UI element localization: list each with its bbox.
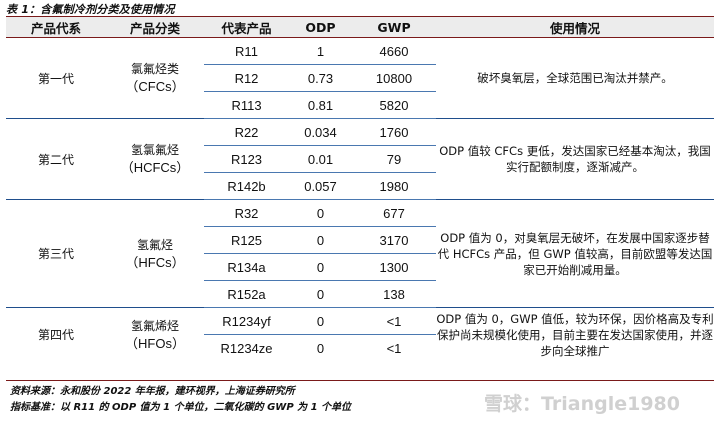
odp-value: 0.034 [289,118,352,146]
top-rule [6,16,714,17]
table-row: R125 0 3170 [6,226,714,254]
product-code: R1234yf [204,307,289,335]
class-abbr: （HCFCs） [120,160,190,175]
odp-value: 0 [289,307,352,335]
gwp-value: 79 [352,145,436,173]
odp-value: 0.01 [289,145,352,173]
table-row: R134a 0 1300 [6,253,714,281]
table-row: 第四代 氢氟烯烃 （HFOs） R1234yf 0 <1 ODP 值为 0，GWP 值低，较… [6,307,714,358]
table-row: R152a 0 138 [6,280,714,308]
odp-value: 1 [289,37,352,65]
table-row: R12 0.73 10800 [6,64,714,92]
odp-value: 0.73 [289,64,352,92]
header-odp: ODP [289,17,352,38]
gwp-value: 3170 [352,226,436,254]
gwp-value: 1300 [352,253,436,281]
table-row: R113 0.81 5820 [6,91,714,119]
class-abbr: （HFOs） [125,335,185,351]
header-row: 产品代系 产品分类 代表产品 ODP GWP 使用情况 [6,17,714,38]
product-code: R11 [204,37,289,65]
table-row: 第三代 氢氟烃 （HFCs） R32 0 677 ODP 值为 0，对臭氧层无破坏，在发展中… [6,199,714,308]
gwp-value: <1 [386,340,402,356]
gwp-value: <1 [352,307,436,335]
class-cell: 氢氟烯烃 （HFOs） [106,308,204,362]
odp-value: 0 [289,253,352,281]
class-cell: 氢氟烃 （HFCs） [106,199,204,308]
gwp-value: 4660 [352,37,436,65]
odp-value: 0.057 [289,172,352,200]
basis-note: 指标基准：以 R11 的 ODP 值为 1 个单位，二氧化碳的 GWP 为 1 … [10,402,352,413]
generation-cell: 第二代 [6,118,106,200]
odp-value: 0 [289,199,352,227]
gwp-value: 1760 [352,118,436,146]
table-row: R142b 0.057 1980 [6,172,714,200]
class-cell: 氯氟烃类 （CFCs） [106,37,204,119]
usage-description: ODP 值为 0，对臭氧层无破坏，在发展中国家逐步替代 HCFCs 产品，但 G… [436,199,714,308]
generation-cell: 第三代 [6,199,106,308]
odp-value: 0 [289,280,352,308]
odp-value: 0.81 [289,91,352,119]
product-code: R12 [204,64,289,92]
product-code: R123 [204,145,289,173]
product-code: R125 [204,226,289,254]
gwp-value: 5820 [352,91,436,119]
product-code: R22 [204,118,289,146]
class-name: 氯氟烃类 [130,62,179,76]
usage-description: 破坏臭氧层，全球范围已淘汰并禁产。 [436,37,714,119]
table-row: 第二代 氢氯氟烃 （HCFCs） R22 0.034 1760 ODP 值较 CFCs 更低… [6,118,714,200]
product-code: R142b [204,172,289,200]
product-code: R113 [204,91,289,119]
header-usage: 使用情况 [436,17,714,38]
class-abbr: （CFCs） [125,79,185,94]
product-code: R1234ze [220,340,273,356]
class-name: 氢氟烃 [136,237,173,252]
product-code: R152a [204,280,289,308]
header-generation: 产品代系 [6,17,106,38]
gwp-value: 10800 [352,64,436,92]
header-gwp: GWP [352,17,436,38]
table-row: R1234ze 0 <1 [6,335,714,362]
watermark: 雪球：Triangle1980 [484,393,680,415]
gwp-value: 677 [352,199,436,227]
generation-cell: 第一代 [6,37,106,119]
odp-value: 0 [289,226,352,254]
refrigerant-table: 产品代系 产品分类 代表产品 ODP GWP 使用情况 第一代 氯氟烃类 （CFCs… [6,17,714,361]
table-row: R123 0.01 79 [6,145,714,173]
class-cell: 氢氯氟烃 （HCFCs） [106,118,204,200]
header-product: 代表产品 [204,17,289,38]
gwp-value: 1980 [352,172,436,200]
gwp-value: 138 [352,280,436,308]
usage-description: ODP 值为 0，GWP 值低，较为环保，因价格高及专利保护尚未规模化使用，目前… [436,311,714,358]
odp-value: 0 [316,340,325,356]
bottom-rule [6,380,714,381]
table-caption: 表 1：含氟制冷剂分类及使用情况 [6,3,175,16]
header-class: 产品分类 [106,17,204,38]
product-code: R134a [204,253,289,281]
generation-cell: 第四代 [37,328,74,342]
usage-description: ODP 值较 CFCs 更低，发达国家已经基本淘汰，我国实行配额制度，逐渐减产。 [436,118,714,200]
class-abbr: （HFCs） [125,254,185,270]
table-row: 第一代 氯氟烃类 （CFCs） R11 1 4660 破坏臭氧层，全球范围已淘汰并禁产。 [6,37,714,119]
table-body: 第一代 氯氟烃类 （CFCs） R11 1 4660 破坏臭氧层，全球范围已淘汰并禁产。 R1… [6,37,714,362]
class-name: 氢氯氟烃 [130,143,179,157]
product-code: R32 [204,199,289,227]
source-note: 资料来源：永和股份 2022 年年报，建环视界，上海证券研究所 [10,386,295,397]
class-name: 氢氟烯烃 [130,318,179,333]
